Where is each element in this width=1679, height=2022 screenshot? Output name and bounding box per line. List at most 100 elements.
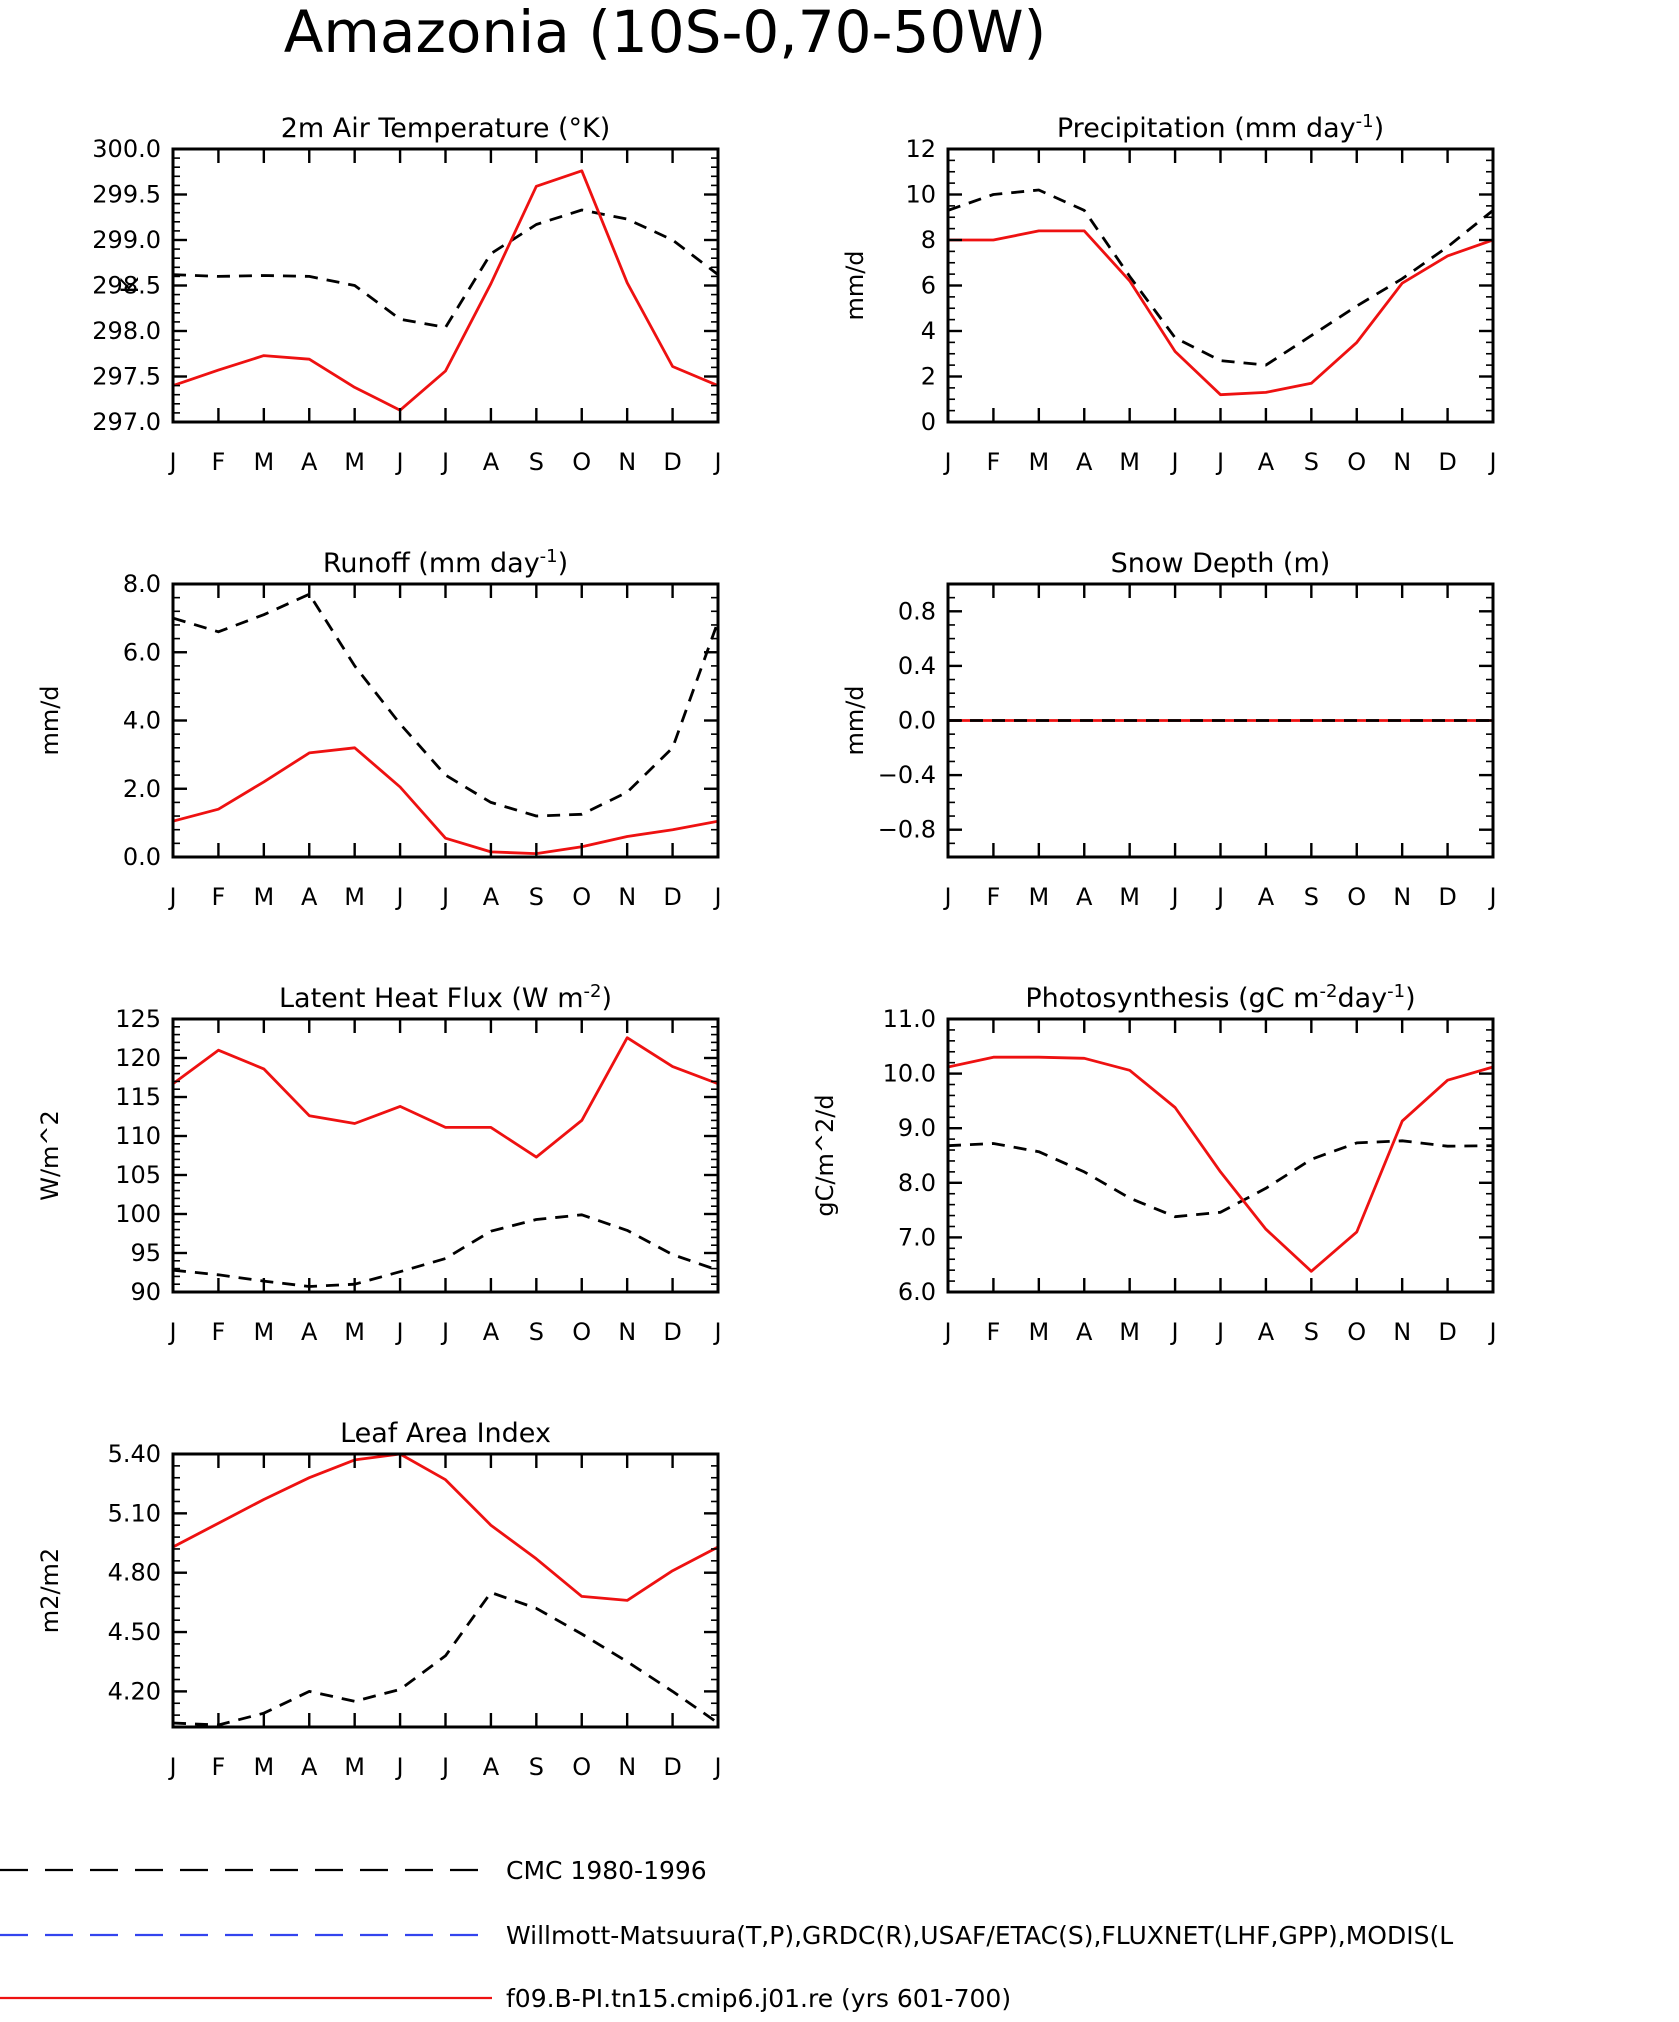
panel-title: Precipitation (mm day-1) (1057, 111, 1384, 144)
panel-title-part: Snow Depth (m) (1111, 548, 1331, 579)
x-tick-label: S (1304, 1318, 1319, 1346)
panel-title-part: -1 (1387, 981, 1405, 1002)
y-axis-label: gC/m^2/d (811, 1094, 839, 1216)
y-axis-label: mm/d (841, 685, 869, 755)
legend-label: f09.B-PI.tn15.cmip6.j01.re (yrs 601-700) (506, 1984, 1011, 2013)
panel-title-part: ) (558, 548, 569, 579)
x-tick-label: O (572, 1753, 591, 1781)
y-tick-label: 110 (115, 1122, 161, 1150)
panel-3: Runoff (mm day-1)0.02.04.06.08.0J F M A M J J A… (36, 546, 722, 911)
x-tick-label: A (1258, 448, 1275, 476)
y-tick-label: −0.8 (878, 816, 936, 844)
x-tick-label: S (1304, 883, 1319, 911)
y-tick-label: 4.20 (108, 1677, 161, 1705)
x-tick-label: F (212, 1753, 226, 1781)
x-tick-label: J (1215, 883, 1224, 911)
x-tick-label: F (212, 448, 226, 476)
panel-6: Photosynthesis (gC m-2day-1) 6.0 7.0 8.0 9.0… (811, 981, 1497, 1346)
x-tick-label: F (212, 883, 226, 911)
y-axis-label: mm/d (36, 685, 64, 755)
x-tick-label: M (1028, 883, 1049, 911)
x-tick-label: F (212, 1318, 226, 1346)
x-tick-label: N (618, 448, 636, 476)
panel-title-part: Leaf Area Index (340, 1418, 551, 1449)
x-tick-label: S (529, 1318, 544, 1346)
x-tick-label: J (712, 883, 721, 911)
y-tick-label: 299.5 (92, 181, 161, 209)
y-tick-label: 4.80 (108, 1559, 161, 1587)
x-tick-label: J (1487, 883, 1496, 911)
x-tick-label: N (1393, 883, 1411, 911)
x-tick-label: J (167, 448, 176, 476)
x-tick-label: A (1258, 1318, 1275, 1346)
x-tick-label: A (301, 1318, 318, 1346)
x-tick-label: N (1393, 1318, 1411, 1346)
y-tick-label: 297.5 (92, 363, 161, 391)
x-tick-label: J (942, 883, 951, 911)
y-tick-label: 5.10 (108, 1499, 161, 1527)
x-tick-label: N (1393, 448, 1411, 476)
x-tick-label: A (1076, 883, 1093, 911)
panel-title: Leaf Area Index (340, 1418, 551, 1449)
x-tick-label: M (1028, 448, 1049, 476)
x-tick-label: N (618, 1753, 636, 1781)
series-model-line (173, 1454, 718, 1602)
y-tick-label: 120 (115, 1044, 161, 1072)
panel-title-part: -2 (584, 981, 602, 1002)
x-tick-label: F (987, 883, 1001, 911)
x-tick-label: M (1119, 1318, 1140, 1346)
panel-5: Latent Heat Flux (W m-2) 90 95 100 105 110 115… (36, 981, 722, 1346)
panel-title-part: ) (1374, 113, 1385, 144)
x-tick-label: J (395, 1318, 404, 1346)
legend-label: Willmott-Matsuura(T,P),GRDC(R),USAF/ETAC… (506, 1921, 1453, 1950)
x-tick-label: S (529, 1753, 544, 1781)
x-tick-label: A (483, 1753, 500, 1781)
panel-title-part: -2 (1320, 981, 1338, 1002)
y-tick-label: 100 (115, 1200, 161, 1228)
panel-title-part: ) (1405, 983, 1416, 1014)
y-tick-label: 297.0 (92, 408, 161, 436)
x-tick-label: D (663, 448, 681, 476)
y-tick-label: 2 (921, 363, 936, 391)
y-tick-label: 6.0 (123, 638, 161, 666)
x-tick-label: J (1170, 1318, 1179, 1346)
panels: 2m Air Temperature (°K)297.0297.5298.029… (36, 111, 1497, 1781)
plot-frame (171, 1017, 720, 1294)
y-tick-label: 298.5 (92, 272, 161, 300)
panel-title: Snow Depth (m) (1111, 548, 1331, 579)
panel-title-part: Photosynthesis (gC m (1025, 983, 1319, 1014)
x-tick-label: M (344, 448, 365, 476)
y-tick-label: 4.50 (108, 1618, 161, 1646)
x-tick-label: D (663, 1753, 681, 1781)
y-tick-label: 300.0 (92, 135, 161, 163)
series-model-line (173, 746, 718, 855)
panel-4: Snow Depth (m)−0.8−0.40.00.40.8J F M A M J J A S… (841, 548, 1497, 911)
x-tick-label: J (712, 448, 721, 476)
x-tick-label: M (344, 883, 365, 911)
y-tick-label: 0 (921, 408, 936, 436)
x-tick-label: J (167, 1753, 176, 1781)
series-cmc-line (173, 1213, 718, 1288)
plot-frame (946, 147, 1495, 424)
panel-title-part: 2m Air Temperature (°K) (281, 113, 611, 144)
panel-title-part: -1 (1356, 111, 1374, 132)
panel-title-part: ) (601, 983, 612, 1014)
x-tick-label: M (1119, 883, 1140, 911)
y-tick-label: 299.0 (92, 226, 161, 254)
x-tick-label: S (529, 448, 544, 476)
x-tick-label: J (395, 448, 404, 476)
x-tick-label: M (344, 1753, 365, 1781)
x-tick-label: J (942, 448, 951, 476)
series-cmc-line (173, 1591, 718, 1727)
x-tick-label: O (572, 1318, 591, 1346)
x-tick-label: J (1170, 883, 1179, 911)
x-tick-label: J (1487, 448, 1496, 476)
series-model-line (173, 1036, 718, 1159)
panel-title: 2m Air Temperature (°K) (281, 113, 611, 144)
x-tick-label: M (253, 883, 274, 911)
y-tick-label: 12 (905, 135, 936, 163)
x-tick-label: S (1304, 448, 1319, 476)
x-tick-label: D (663, 1318, 681, 1346)
